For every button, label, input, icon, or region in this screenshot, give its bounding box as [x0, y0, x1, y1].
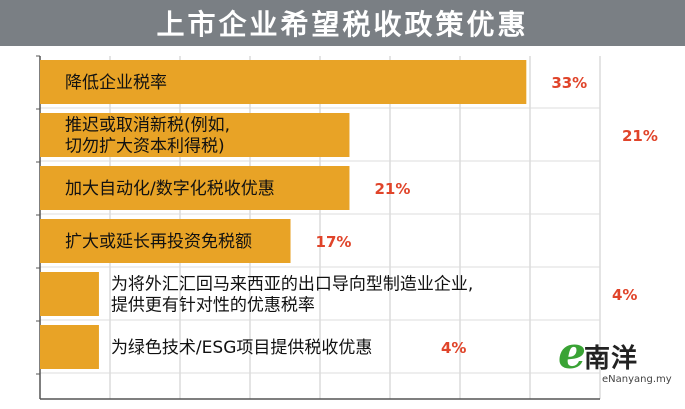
- category-label: 为绿色技术/ESG项目提供税收优惠: [111, 338, 372, 358]
- bar: [40, 60, 527, 104]
- category-label: 降低企业税率: [65, 73, 167, 93]
- chart-title: 上市企业希望税收政策优惠: [156, 8, 529, 41]
- category-label: 为将外汇汇回马来西亚的出口导向型制造业企业,: [111, 275, 473, 295]
- value-label: 33%: [551, 74, 587, 92]
- enanyang-logo: e 南洋 eNanyang.my: [558, 330, 678, 400]
- bar: [40, 113, 350, 157]
- category-label: 扩大或延长再投资免税额: [65, 232, 252, 252]
- bar-chart: 降低企业税率 33% 推迟或取消新税(例如,切勿扩大资本利得税) 21% 加大自动化/数…: [36, 55, 658, 400]
- logo-name: 南洋: [584, 344, 639, 374]
- value-label: 4%: [612, 286, 637, 304]
- logo-url: eNanyang.my: [602, 374, 672, 385]
- bar: [40, 272, 99, 316]
- logo-e-icon: e: [558, 328, 586, 379]
- value-label: 21%: [374, 180, 410, 198]
- category-label: 加大自动化/数字化税收优惠: [65, 179, 275, 199]
- value-label: 21%: [622, 127, 658, 145]
- bar: [40, 166, 350, 210]
- value-label: 4%: [441, 339, 466, 357]
- value-label: 17%: [316, 233, 352, 251]
- category-label: 切勿扩大资本利得税): [65, 137, 225, 157]
- title-bar: 上市企业希望税收政策优惠: [0, 0, 685, 46]
- category-label: 推迟或取消新税(例如,: [65, 116, 230, 136]
- bar: [40, 325, 99, 369]
- bar: [40, 219, 291, 263]
- category-label: 提供更有针对性的优惠税率: [111, 296, 315, 316]
